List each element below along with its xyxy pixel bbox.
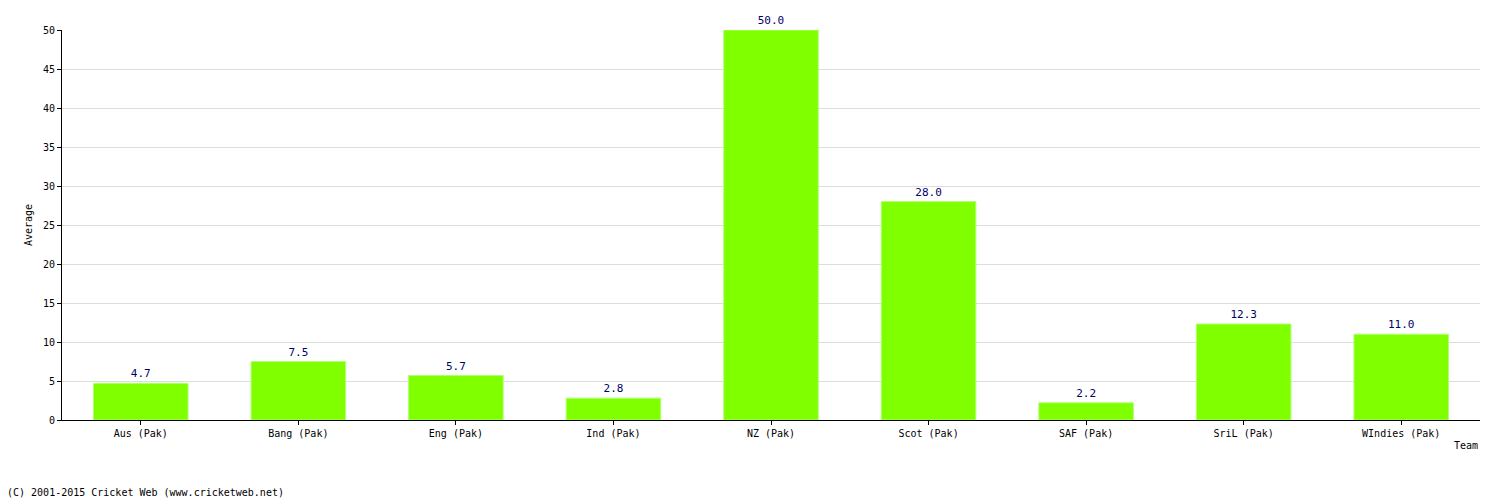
svg-text:Eng (Pak): Eng (Pak) [429,428,483,439]
svg-text:Scot (Pak): Scot (Pak) [898,428,958,439]
svg-text:(C) 2001-2015 Cricket Web (www: (C) 2001-2015 Cricket Web (www.cricketwe… [7,487,284,498]
svg-text:Aus (Pak): Aus (Pak) [114,428,168,439]
svg-text:Ind (Pak): Ind (Pak) [586,428,640,439]
svg-text:5: 5 [49,376,55,387]
svg-text:15: 15 [43,298,55,309]
svg-text:SriL (Pak): SriL (Pak) [1214,428,1274,439]
svg-text:Team: Team [1454,440,1478,451]
svg-text:NZ (Pak): NZ (Pak) [747,428,795,439]
svg-text:12.3: 12.3 [1230,308,1257,321]
svg-text:Average: Average [23,204,34,246]
svg-text:Bang (Pak): Bang (Pak) [268,428,328,439]
svg-text:45: 45 [43,64,55,75]
svg-text:50.0: 50.0 [758,14,785,27]
svg-text:SAF (Pak): SAF (Pak) [1059,428,1113,439]
svg-text:40: 40 [43,103,55,114]
svg-text:25: 25 [43,220,55,231]
svg-text:35: 35 [43,142,55,153]
svg-text:28.0: 28.0 [915,186,942,199]
svg-text:2.2: 2.2 [1076,387,1096,400]
svg-text:11.0: 11.0 [1388,318,1415,331]
svg-text:2.8: 2.8 [604,382,624,395]
svg-text:7.5: 7.5 [288,346,308,359]
svg-text:50: 50 [43,25,55,36]
svg-text:30: 30 [43,181,55,192]
svg-text:WIndies (Pak): WIndies (Pak) [1362,428,1440,439]
svg-text:20: 20 [43,259,55,270]
svg-text:0: 0 [49,415,55,426]
svg-text:4.7: 4.7 [131,367,151,380]
svg-text:10: 10 [43,337,55,348]
svg-text:5.7: 5.7 [446,360,466,373]
